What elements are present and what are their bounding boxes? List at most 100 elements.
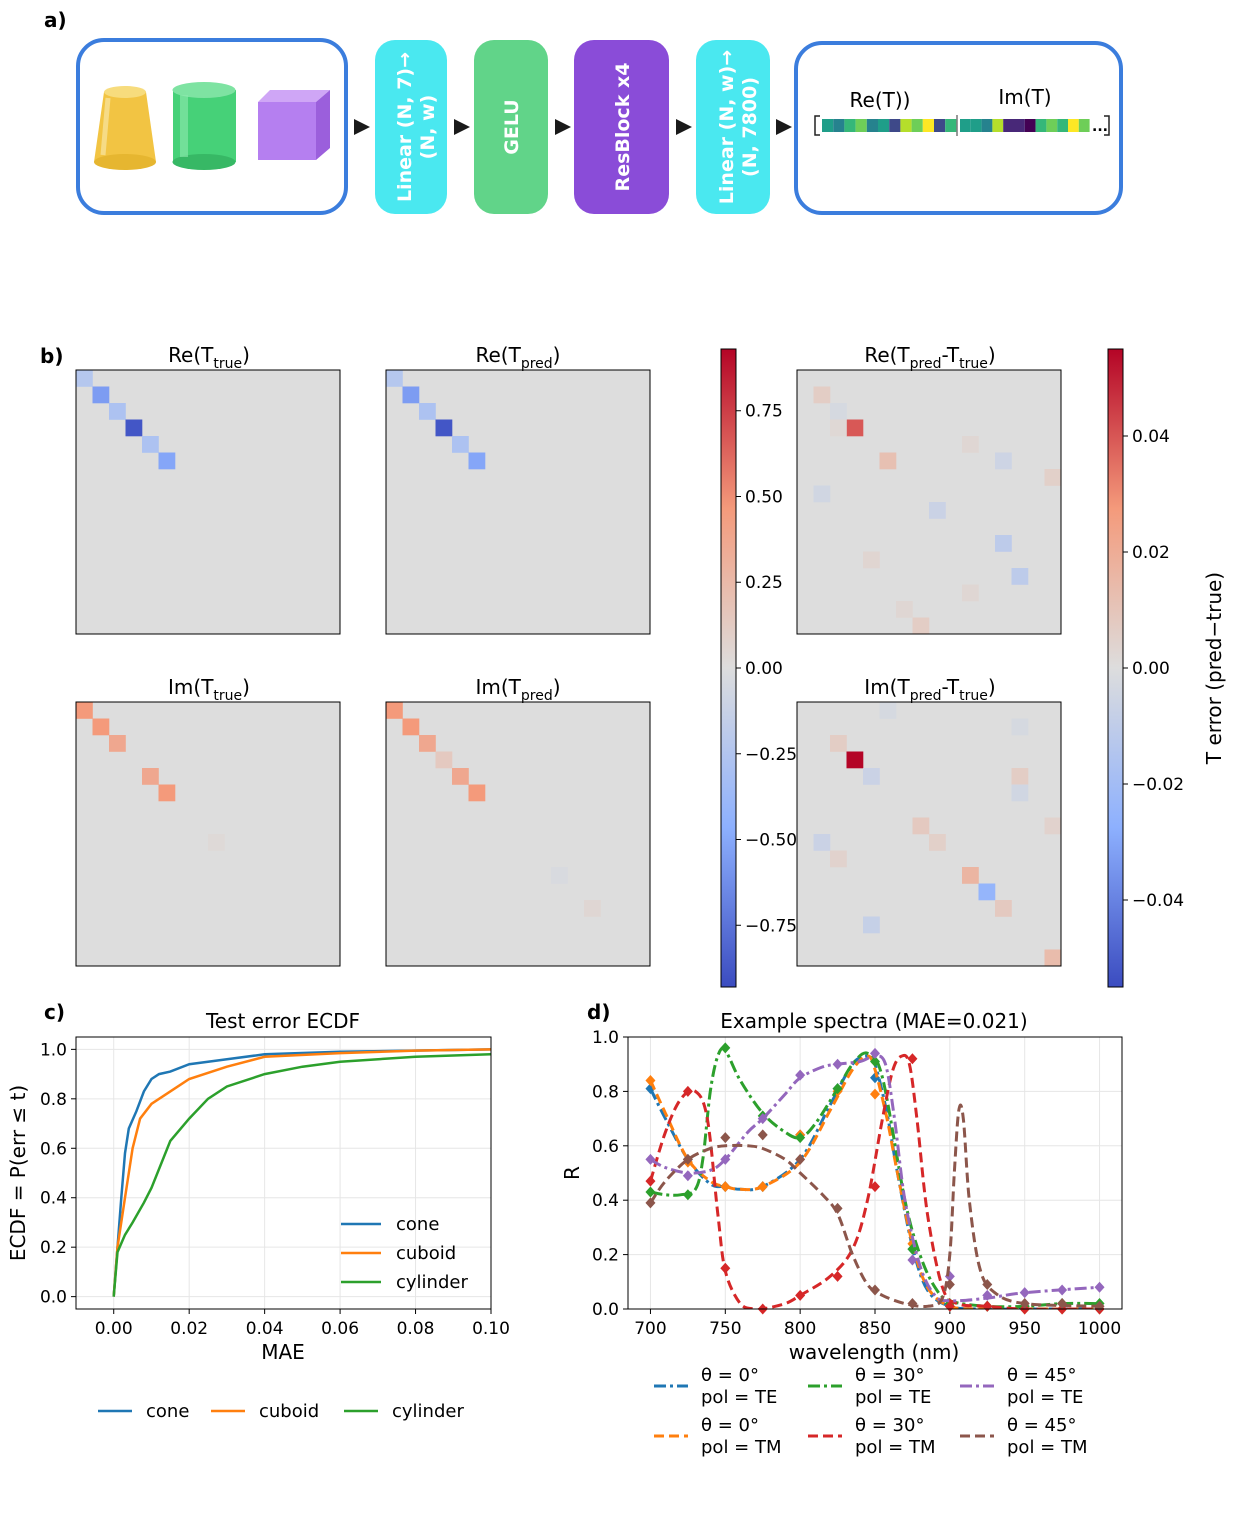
heatmap-cell [142,768,159,785]
spectrum-marker [832,1270,843,1282]
legend-label-angle-2: θ = 30° [855,1365,924,1386]
legend-label-angle-1: θ = 0° [701,1415,759,1436]
y-tick-label: 0.6 [592,1137,619,1157]
vector-cell-re [855,119,867,132]
heatmap-cell [830,735,847,752]
vector-cell-re [945,119,957,132]
y-tick-label: 1.0 [40,1040,67,1060]
legend-label-pol-3: pol = TM [855,1437,936,1458]
heatmap-im-diff [796,701,1062,967]
x-tick-label: 0.08 [397,1319,435,1339]
spectrum-marker [1057,1298,1068,1310]
heatmap-cell [846,419,864,437]
spectrum-marker [720,1153,731,1165]
panel-label-d: d) [587,1000,610,1024]
colorbar-tick-label: 0.02 [1132,543,1170,563]
linear-in-label: Linear (N, 7)→(N, w) [394,52,439,202]
vector-cell-im [1024,119,1036,132]
spectrum-marker [795,1153,806,1165]
cone-shape [94,86,156,170]
heatmap-frame [75,369,341,635]
x-tick-label: 0.02 [170,1319,208,1339]
heatmap-cell [962,584,979,602]
legend-label-pol-2: pol = TE [855,1387,931,1408]
x-tick-label: 850 [859,1319,891,1339]
y-tick-label: 0.0 [592,1300,619,1320]
heatmap-cell [158,784,176,802]
panel-label-c: c) [44,1000,65,1024]
colorbar-tick-label: 0.04 [1132,427,1170,447]
title-re-pred: Re(Tpred) [476,343,561,372]
colorbar-tick-label: −0.50 [745,831,797,851]
colorbar-error-ticks: 0.04 0.02 0.00 −0.02 −0.04 [1123,427,1184,911]
heatmap-re-true [75,369,341,635]
spectrum-marker [720,1132,731,1144]
y-tick-label: 0.0 [40,1288,67,1308]
vector-cell-re [833,119,845,132]
colorbar-error [1107,348,1124,988]
y-tick-label: 1.0 [592,1028,619,1048]
heatmap-cell [402,386,420,404]
colorbar-error-label: T error (pred−true) [1202,572,1226,765]
heatmap-cell [995,900,1012,917]
heatmap-cell [813,834,831,851]
legend-label-angle-4: θ = 45° [1007,1365,1076,1386]
spectrum-marker [795,1069,806,1081]
legend-label-angle-5: θ = 45° [1007,1415,1076,1436]
heatmap-cell [813,485,831,503]
chart-d-frame [627,1036,1123,1310]
vector-cell-im [970,119,982,132]
heatmap-cell [962,867,979,884]
heatmap-cell [879,452,897,470]
y-tick-label: 0.8 [592,1082,619,1102]
vector-cell-im [992,119,1004,132]
heatmap-cell [863,768,880,785]
heatmap-cell [551,867,568,884]
heatmap-frame [75,701,341,967]
heatmap-cell [1044,817,1062,835]
heatmap-cell [468,784,486,802]
chart-d-legend: θ = 0°pol = TEθ = 0°pol = TMθ = 30°pol =… [654,1365,1088,1458]
heatmap-cell [863,551,880,569]
title-im-true: Im(Ttrue) [168,675,250,704]
vector-cell-re [922,119,934,132]
colorbar-values [720,348,737,988]
heatmap-cell [435,419,453,437]
chart-c-xlabel: MAE [261,1340,305,1364]
x-tick-label: 750 [709,1319,741,1339]
spectrum-line-5 [649,1103,1100,1309]
heatmap-cell [929,502,946,519]
title-re-diff: Re(Tpred-Ttrue) [864,343,995,372]
heatmap-cell [830,419,847,437]
heatmap-cell [76,702,93,719]
spectrum-marker [870,1088,880,1100]
y-tick-label: 0.8 [40,1090,67,1110]
spectrum-marker [832,1083,843,1095]
gelu-block [474,40,548,214]
output-im-label: Im(T) [998,85,1051,109]
spectrum-marker [645,1197,656,1209]
title-im-diff: Im(Tpred-Ttrue) [864,675,995,704]
spectrum-marker [944,1279,955,1291]
heatmap-cell [158,452,176,470]
x-tick-label: 0.06 [321,1319,359,1339]
y-tick-label: 0.6 [40,1139,67,1159]
y-tick-label: 0.4 [592,1191,619,1211]
colorbar-tick-label: 0.25 [745,573,783,593]
heatmap-cell [912,617,930,635]
linear-out-label: Linear (N, w)→(N, 7800) [716,50,761,204]
heatmap-cell [1011,718,1029,736]
heatmap-cell [1011,768,1029,785]
spectrum-marker [720,1262,731,1274]
colorbar-tick-label: 0.00 [745,659,783,679]
spectrum-marker [682,1153,693,1165]
spectrum-marker [1094,1281,1105,1293]
ecdf-chart: 0.00 0.02 0.04 0.06 0.08 0.10 0.0 0.2 0.4 0.6 0.8 1… [40,1037,510,1339]
heatmap-cell [1011,568,1029,585]
heatmap-im-true [75,701,341,967]
heatmap-cell [1044,469,1062,486]
vector-cell-im [1046,119,1058,132]
vector-cell-re [866,119,878,132]
colorbar-values-ticks: 0.75 0.50 0.25 0.00 −0.25 −0.50 −0.75 [736,402,797,936]
chart-c-legend: cone cuboid cylinder [341,1214,468,1293]
